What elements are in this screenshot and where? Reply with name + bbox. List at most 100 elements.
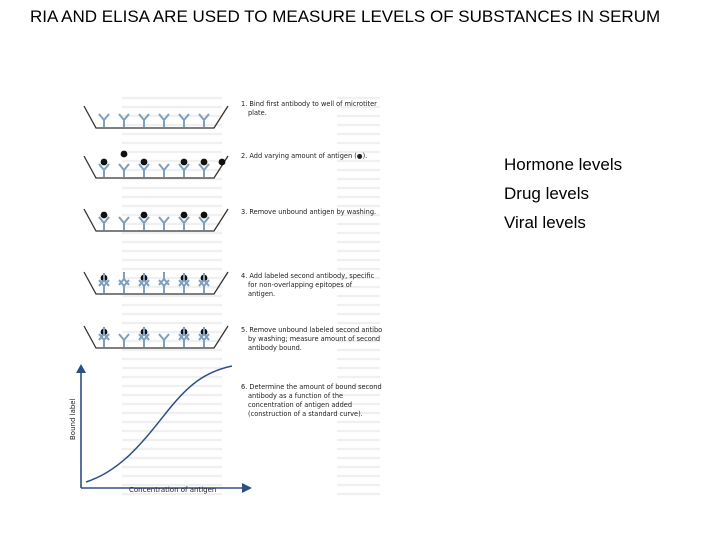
antibody-shape xyxy=(123,216,130,224)
antibody-shape xyxy=(138,279,145,287)
substance-list: Hormone levels Drug levels Viral levels xyxy=(504,150,622,237)
antibody-shape xyxy=(143,279,150,287)
antibody-shape xyxy=(183,113,190,121)
antibody-shape xyxy=(198,163,205,171)
antibody-shape xyxy=(183,333,190,341)
antibody-shape xyxy=(123,113,130,121)
antibody-shape xyxy=(178,279,185,287)
graph-y-label: Bound label xyxy=(69,398,77,440)
antibody-shape xyxy=(143,333,150,341)
antibody-shape xyxy=(103,163,110,171)
antibody-shape xyxy=(183,216,190,224)
step-5-line-3: antibody bound. xyxy=(248,344,302,352)
antibody-shape xyxy=(158,278,165,286)
antibody-shape xyxy=(158,113,165,121)
step-6-line-2: antibody as a function of the xyxy=(248,392,343,400)
well-outline xyxy=(83,208,229,232)
antigen-dot xyxy=(140,158,148,166)
antibody-shape xyxy=(198,279,205,287)
well-outline xyxy=(83,105,229,129)
antigen-dot xyxy=(200,211,208,219)
antibody-shape xyxy=(198,216,205,224)
antibody-shape xyxy=(163,216,170,224)
antibody-shape xyxy=(143,113,150,121)
well-step-1 xyxy=(83,105,229,129)
antigen-dot xyxy=(140,211,148,219)
antibody-shape xyxy=(103,216,110,224)
x-axis-arrow xyxy=(242,483,252,493)
antibody-shape xyxy=(118,113,125,121)
bullet-hormone-levels: Hormone levels xyxy=(504,155,623,174)
antibody-shape xyxy=(158,216,165,224)
antigen-dot xyxy=(120,150,128,158)
antibody-shape xyxy=(118,216,125,224)
antibody-shape xyxy=(118,163,125,171)
elisa-procedure-figure: 1. Bind first antibody to well of microt… xyxy=(62,90,387,502)
antibody-shape xyxy=(138,113,145,121)
antigen-dot xyxy=(200,158,208,166)
faded-background-text xyxy=(122,96,380,496)
step-6-line-3: concentration of antigen added xyxy=(248,401,352,409)
y-axis-arrow xyxy=(76,364,86,373)
antibody-shape xyxy=(158,333,165,341)
bullet-drug-levels: Drug levels xyxy=(504,184,590,203)
antibody-shape xyxy=(178,163,185,171)
antibody-shape xyxy=(103,333,110,341)
antibody-shape xyxy=(118,333,125,341)
antibody-shape xyxy=(163,113,170,121)
antibody-shape xyxy=(203,333,210,341)
antigen-dot xyxy=(180,158,188,166)
step-4-line-3: antigen. xyxy=(248,290,275,298)
antibody-shape xyxy=(183,279,190,287)
antibody-shape xyxy=(178,216,185,224)
step-5-line-1: 5. Remove unbound labeled second antibo xyxy=(241,326,382,334)
antibody-shape xyxy=(143,163,150,171)
antibody-shape xyxy=(198,113,205,121)
slide-title: RIA AND ELISA ARE USED TO MEASURE LEVELS… xyxy=(30,7,661,26)
step-6-line-1: 6. Determine the amount of bound second xyxy=(241,383,382,391)
elisa-diagram: 1. Bind first antibody to well of microt… xyxy=(69,96,382,496)
step-2-line-1: 2. Add varying amount of antigen (●). xyxy=(241,152,367,160)
antibody-shape xyxy=(123,333,130,341)
antigen-dot xyxy=(218,158,226,166)
antibody-shape xyxy=(203,163,210,171)
antibody-shape xyxy=(103,279,110,287)
antibody-shape xyxy=(158,163,165,171)
step-4-line-1: 4. Add labeled second antibody, specific xyxy=(241,272,375,280)
well-outline xyxy=(83,325,229,349)
antibody-shape xyxy=(98,279,105,287)
well-step-5 xyxy=(83,325,229,349)
step-6-line-4: (construction of a standard curve). xyxy=(248,410,363,418)
antibody-shape xyxy=(203,279,210,287)
antibody-shape xyxy=(183,163,190,171)
antibody-shape xyxy=(98,113,105,121)
antibody-shape xyxy=(198,333,205,341)
antibody-shape xyxy=(163,278,170,286)
antibody-shape xyxy=(98,333,105,341)
antibody-shape xyxy=(178,113,185,121)
well-step-2 xyxy=(83,150,229,179)
antibody-shape xyxy=(138,163,145,171)
antigen-dot xyxy=(180,211,188,219)
antibody-shape xyxy=(103,113,110,121)
antibody-shape xyxy=(163,163,170,171)
antibody-shape xyxy=(98,216,105,224)
step-1-line-2: plate. xyxy=(248,109,267,117)
antibody-shape xyxy=(203,216,210,224)
standard-curve-graph: Bound label Concentration of antigen xyxy=(69,364,252,494)
well-outline xyxy=(83,155,229,179)
well-outline xyxy=(83,271,229,295)
well-step-4 xyxy=(83,271,229,295)
antibody-shape xyxy=(138,216,145,224)
antibody-shape xyxy=(203,113,210,121)
standard-curve-line xyxy=(85,365,233,483)
antibody-shape xyxy=(98,163,105,171)
step-4-line-2: for non-overlapping epitopes of xyxy=(248,281,353,289)
antigen-dot xyxy=(100,211,108,219)
antibody-shape xyxy=(123,163,130,171)
antibody-shape xyxy=(143,216,150,224)
well-step-3 xyxy=(83,208,229,232)
antibody-shape xyxy=(163,333,170,341)
antibody-shape xyxy=(123,278,130,286)
step-5-line-2: by washing; measure amount of second xyxy=(248,335,380,343)
